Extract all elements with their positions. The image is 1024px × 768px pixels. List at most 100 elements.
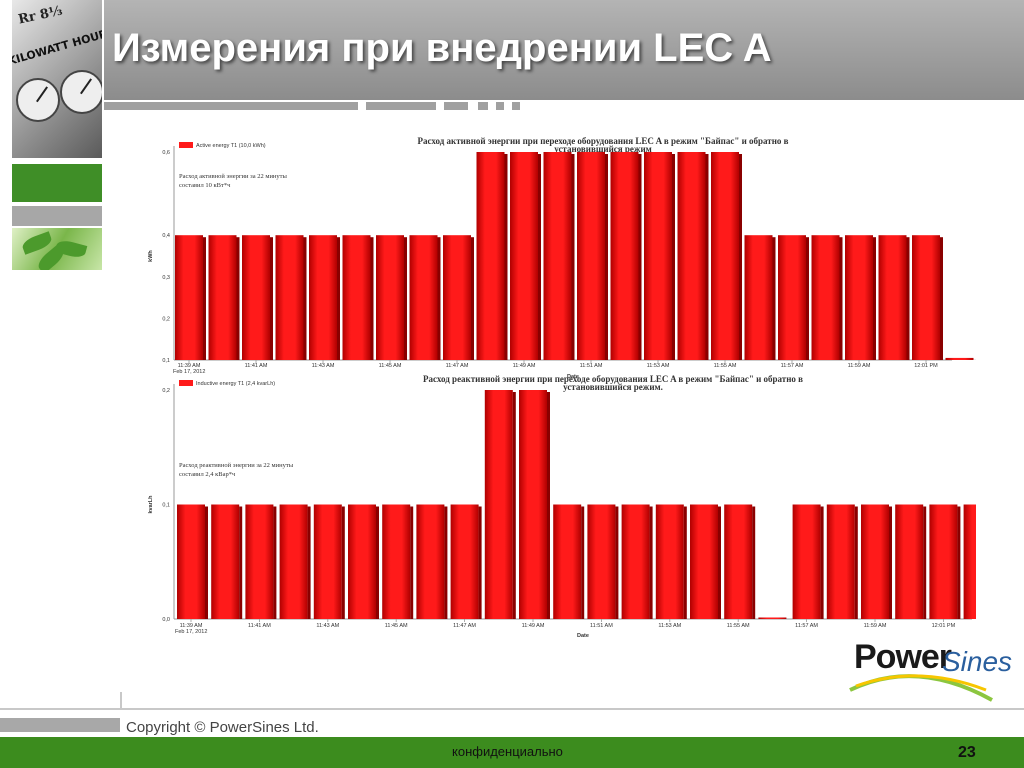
bar-side: [203, 237, 206, 360]
bar: [758, 617, 787, 619]
bar-side: [307, 506, 311, 619]
x-tick-label: 11:57 AM: [795, 623, 818, 629]
divider-segment: [444, 102, 468, 110]
bar: [279, 504, 308, 619]
bar-side: [957, 506, 961, 619]
x-tick-label: 11:57 AM: [781, 363, 804, 369]
bar: [895, 504, 924, 619]
bar: [376, 235, 404, 360]
bar: [929, 504, 958, 619]
bar-side: [444, 506, 448, 619]
bar: [519, 390, 547, 619]
bar: [878, 235, 907, 360]
bar: [382, 504, 411, 619]
x-tick-label: 11:51 AM: [590, 623, 613, 629]
x-tick-label: 11:49 AM: [522, 623, 545, 629]
bar: [610, 152, 639, 360]
bar: [450, 504, 479, 619]
x-tick-label: 11:43 AM: [312, 363, 335, 369]
x-tick-label: 11:45 AM: [385, 623, 408, 629]
bar-side: [839, 237, 843, 360]
x-tick-label: 11:39 AM: [178, 363, 201, 369]
bar-side: [605, 154, 608, 360]
green-color-block: [12, 164, 102, 202]
bar: [348, 504, 376, 619]
bar: [690, 504, 718, 619]
bar: [677, 152, 706, 360]
bar: [861, 504, 889, 619]
bar-side: [752, 506, 756, 619]
x-tick-label: 11:45 AM: [379, 363, 402, 369]
chart-title-line: Расход активной энергии при переходе обо…: [417, 136, 788, 146]
chart-annotation: Расход реактивной энергии за 22 минуты: [179, 462, 294, 469]
bar: [245, 504, 274, 619]
bar-side: [705, 154, 709, 360]
bar: [711, 152, 739, 360]
bar-side: [615, 506, 619, 619]
divider-segment: [366, 102, 436, 110]
bar-side: [471, 237, 474, 360]
x-tick-label: 11:55 AM: [714, 363, 737, 369]
bar: [208, 235, 237, 360]
bar: [510, 152, 538, 360]
bar-side: [672, 154, 675, 360]
legend-swatch: [179, 142, 193, 148]
bar-side: [547, 392, 550, 619]
x-tick-label: 11:41 AM: [248, 623, 271, 629]
bar-side: [571, 154, 575, 360]
x-date-label: Feb 17, 2012: [173, 369, 205, 375]
bar: [744, 235, 773, 360]
bar: [792, 504, 821, 619]
bar-side: [376, 506, 379, 619]
x-axis-label: Date: [567, 374, 579, 380]
bar: [443, 235, 471, 360]
x-axis-label: Date: [577, 633, 589, 639]
meter-digits: Rr 8⅓: [16, 3, 64, 28]
bar: [621, 504, 650, 619]
bar: [543, 152, 572, 360]
charts-svg: Расход активной энергии при переходе обо…: [148, 136, 976, 639]
bar-side: [923, 506, 927, 619]
divider-segment: [512, 102, 520, 110]
bar: [655, 504, 684, 619]
header-band: [104, 0, 1024, 100]
divider-segment: [478, 102, 488, 110]
bar-side: [341, 506, 345, 619]
bar: [845, 235, 873, 360]
bar-side: [239, 506, 243, 619]
page-number: 23: [958, 744, 976, 761]
chart-title-line: Расход реактивной энергии при переходе о…: [423, 374, 803, 384]
bar-side: [437, 237, 441, 360]
bar-side: [649, 506, 653, 619]
x-tick-label: 11:41 AM: [245, 363, 268, 369]
logo-word-power: Power: [854, 638, 952, 676]
legend-label: Inductive energy T1 (2,4 kvarLh): [196, 381, 275, 387]
chart-title-line: установившийся режим: [554, 144, 652, 154]
bar: [309, 235, 337, 360]
bar-side: [638, 154, 642, 360]
y-tick-label: 0,3: [162, 275, 170, 281]
bar-side: [806, 237, 809, 360]
leaves-image: [12, 228, 102, 270]
x-tick-label: 11:49 AM: [513, 363, 536, 369]
bar-side: [889, 506, 892, 619]
x-tick-label: 11:59 AM: [848, 363, 871, 369]
bar: [342, 235, 371, 360]
y-tick-label: 0,2: [162, 316, 170, 322]
bar: [275, 235, 304, 360]
confidential-label: конфиденциально: [452, 744, 563, 759]
slide-title: Измерения при внедрении LEC A: [112, 26, 772, 70]
y-tick-label: 0,0: [162, 617, 170, 623]
bar: [912, 235, 940, 360]
bar: [778, 235, 806, 360]
bar-side: [236, 237, 240, 360]
y-tick-label: 0,1: [162, 358, 170, 364]
bar: [313, 504, 342, 619]
y-tick-label: 0,2: [162, 388, 170, 394]
chart-annotation: составил 10 кВт*ч: [179, 182, 231, 189]
bar-side: [581, 506, 585, 619]
divider-segment: [104, 102, 358, 110]
bar-side: [718, 506, 721, 619]
bar: [484, 390, 513, 619]
meter-dial-icon: [16, 78, 60, 122]
